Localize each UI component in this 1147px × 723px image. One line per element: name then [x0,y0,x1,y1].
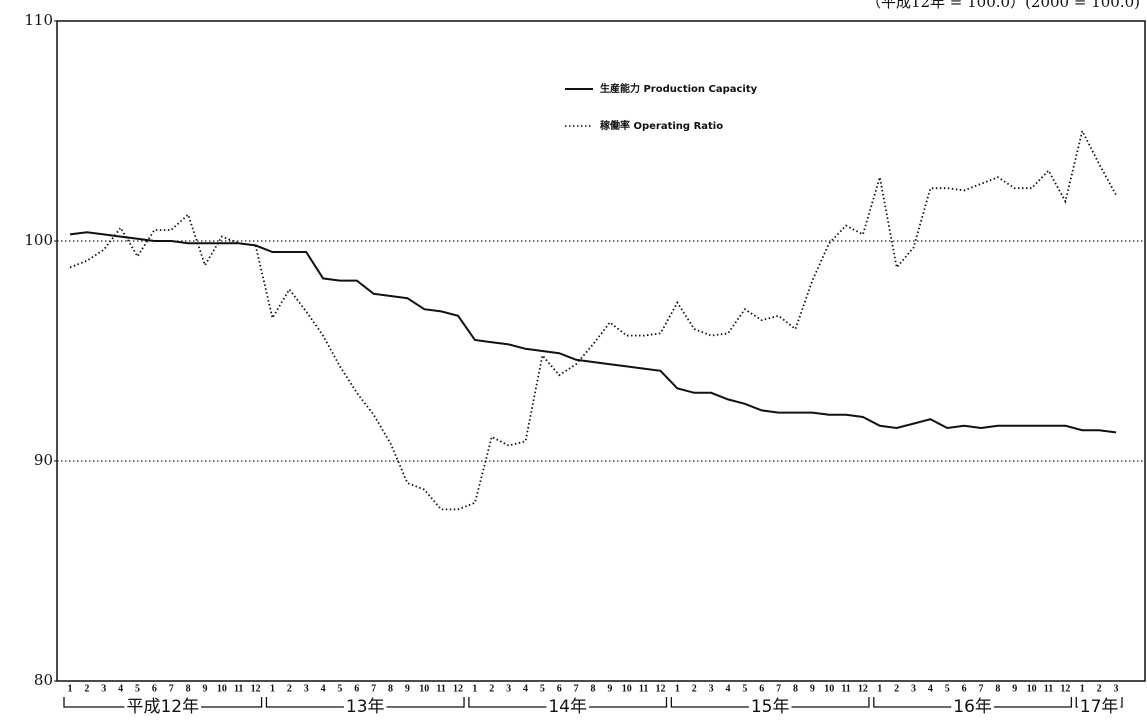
x-tick-label: 6 [759,683,764,694]
year-label: 平成12年 [126,697,199,717]
x-tick-label: 9 [810,683,815,694]
y-tick-label: 110 [24,11,53,29]
chart-subtitle: （平成12年 = 100.0）(2000 = 100.0) [866,0,1140,11]
x-tick-label: 9 [1012,683,1017,694]
x-tick-label: 3 [1114,683,1119,694]
x-tick-label: 4 [321,683,326,694]
x-tick-label: 4 [725,683,730,694]
x-tick-label: 10 [824,683,834,694]
year-label-bg [124,704,202,710]
x-tick-label: 2 [1097,683,1102,694]
x-tick-label: 3 [304,683,309,694]
y-tick-label: 80 [34,671,53,689]
year-label-bg [748,704,792,710]
series-line [69,231,1117,434]
x-tick-label: 9 [405,683,410,694]
x-tick-label: 9 [202,683,207,694]
x-tick-label: 2 [894,683,899,694]
x-tick-label: 10 [419,683,429,694]
x-tick-label: 4 [928,683,933,694]
x-tick-label: 3 [709,683,714,694]
x-tick-label: 8 [995,683,1000,694]
x-tick-label: 1 [877,683,882,694]
x-tick-label: 8 [186,683,191,694]
x-tick-label: 10 [622,683,632,694]
x-tick-label: 6 [557,683,562,694]
x-tick-label: 5 [945,683,950,694]
x-tick-label: 12 [251,683,261,694]
x-tick-label: 2 [84,683,89,694]
x-tick-label: 9 [607,683,612,694]
x-tick-label: 1 [675,683,680,694]
x-tick-label: 6 [152,683,157,694]
year-label: 17年 [1080,697,1119,717]
year-label-bg [343,704,387,710]
x-tick-label: 8 [793,683,798,694]
x-tick-label: 11 [841,683,850,694]
x-tick-label: 2 [692,683,697,694]
x-tick-label: 7 [979,683,984,694]
x-tick-label: 10 [1027,683,1037,694]
x-tick-label: 1 [68,683,73,694]
x-tick-label: 7 [776,683,781,694]
y-tick-label: 90 [34,451,53,469]
x-tick-label: 8 [591,683,596,694]
x-tick-label: 2 [489,683,494,694]
x-tick-label: 10 [217,683,227,694]
year-label: 16年 [953,697,992,717]
x-tick-label: 12 [1060,683,1070,694]
x-tick-label: 12 [655,683,665,694]
x-tick-label: 3 [911,683,916,694]
x-tick-label: 2 [287,683,292,694]
x-tick-label: 4 [523,683,528,694]
x-tick-label: 11 [639,683,648,694]
year-label-bg [951,704,994,710]
x-tick-label: 7 [574,683,579,694]
x-tick-label: 11 [436,683,445,694]
legend-label: 稼働率 Operating Ratio [600,119,723,132]
x-tick-label: 1 [1080,683,1085,694]
x-tick-label: 4 [118,683,123,694]
x-tick-label: 7 [371,683,376,694]
year-label: 15年 [751,697,790,717]
series-line [69,128,1117,511]
year-label-bg [1077,704,1121,710]
x-tick-label: 5 [742,683,747,694]
legend-label: 生産能力 Production Capacity [600,82,758,95]
x-tick-label: 3 [101,683,106,694]
x-tick-label: 1 [270,683,275,694]
x-tick-label: 5 [540,683,545,694]
x-tick-label: 6 [354,683,359,694]
x-tick-label: 11 [234,683,243,694]
x-tick-label: 6 [962,683,967,694]
plot-frame [56,20,1146,682]
x-tick-label: 1 [472,683,477,694]
x-tick-label: 7 [169,683,174,694]
x-tick-label: 12 [453,683,463,694]
year-label-bg [546,704,590,710]
x-tick-label: 3 [506,683,511,694]
x-tick-label: 11 [1044,683,1053,694]
y-tick-label: 100 [24,231,53,249]
x-tick-label: 8 [388,683,393,694]
year-label: 13年 [346,697,385,717]
x-tick-label: 5 [135,683,140,694]
x-tick-label: 5 [337,683,342,694]
year-label: 14年 [548,697,587,717]
x-tick-label: 12 [858,683,868,694]
